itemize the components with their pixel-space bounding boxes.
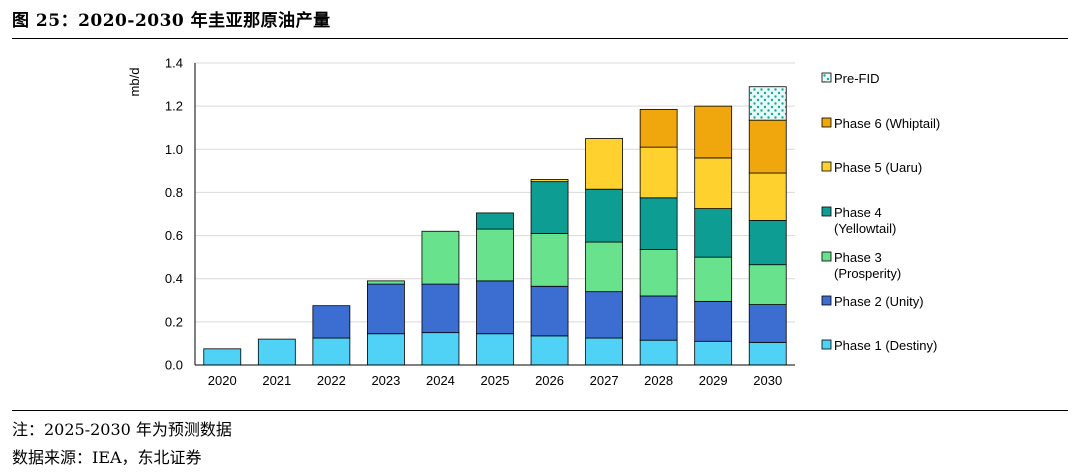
bar-stack-layer [203, 86, 787, 366]
y-tick-labels: 0.0 0.2 0.4 0.6 0.8 1.0 1.2 1.4 [165, 56, 183, 373]
legend-label: Phase 3 [834, 250, 882, 265]
legend-label: Phase 4 [834, 205, 882, 220]
bar-2028-series-1 [639, 339, 678, 366]
bar-2029-series-2 [694, 300, 733, 342]
x-tick-label: 2029 [699, 373, 728, 388]
legend-label: Phase 5 (Uaru) [834, 160, 922, 175]
x-tick-labels: 2020 2021 2022 2023 2024 2025 2026 2027 2028 2029… [208, 373, 782, 388]
production-chart: mb/d 0.00.20.40.60.81.01.21.4 2020 2021 20… [127, 56, 940, 389]
legend-swatch-7 [821, 72, 832, 83]
bar-2027-series-3 [585, 241, 623, 293]
x-tick-label: 2025 [481, 373, 510, 388]
bar-2027-series-1 [585, 337, 623, 366]
bar-2023-series-2 [367, 283, 405, 335]
forecast-note: 注：2025-2030 年为预测数据 [12, 420, 232, 439]
y-tick-label: 0.4 [165, 271, 183, 286]
legend-label: (Yellowtail) [834, 221, 896, 236]
bar-2026-series-3 [530, 233, 569, 287]
legend-label: Phase 6 (Whiptail) [834, 116, 940, 131]
bar-2028-series-3 [639, 249, 678, 297]
bar-2021-series-1 [257, 338, 296, 366]
x-tick-label: 2023 [371, 373, 400, 388]
bar-2022-series-1 [312, 337, 351, 366]
page-title: 图 25：2020-2030 年圭亚那原油产量 [12, 11, 331, 31]
bar-2028-series-5 [639, 146, 678, 199]
x-tick-label: 2026 [535, 373, 564, 388]
axes [194, 63, 795, 366]
bar-2030-series-3 [748, 264, 787, 306]
y-tick-label: 1.2 [165, 99, 183, 114]
bar-2029-series-4 [694, 208, 733, 258]
legend-label: Phase 1 (Destiny) [834, 338, 937, 353]
bar-2026-series-2 [530, 285, 569, 337]
x-tick-label: 2027 [590, 373, 619, 388]
bar-2028-series-2 [639, 295, 678, 341]
y-tick-label: 1.0 [165, 142, 183, 157]
legend-label: Pre-FID [834, 71, 880, 86]
bar-2023-series-1 [367, 333, 405, 366]
x-tick-label: 2020 [208, 373, 237, 388]
x-tick-label: 2022 [317, 373, 346, 388]
bar-2027-series-4 [585, 188, 623, 243]
bar-2027-series-5 [585, 138, 623, 190]
legend-swatch-4 [821, 206, 832, 217]
y-axis-label: mb/d [127, 68, 142, 97]
bar-2024-series-2 [421, 283, 460, 334]
bar-2030-series-4 [748, 220, 787, 266]
bar-2025-series-2 [476, 280, 514, 335]
bar-2024-series-3 [421, 230, 460, 285]
y-tick-label: 0.6 [165, 228, 183, 243]
bar-2026-series-1 [530, 335, 569, 366]
x-tick-label: 2024 [426, 373, 455, 388]
y-tick-label: 0.2 [165, 314, 183, 329]
y-tick-label: 1.4 [165, 56, 183, 71]
data-source: 数据来源：IEA，东北证券 [12, 448, 202, 467]
bar-2030-series-5 [748, 172, 787, 221]
bar-2026-series-4 [530, 181, 569, 234]
legend-label: Phase 2 (Unity) [834, 294, 924, 309]
bar-2030-series-6 [748, 119, 787, 174]
title-divider [12, 38, 1068, 39]
x-tick-label: 2021 [262, 373, 291, 388]
bar-2025-series-1 [476, 333, 514, 366]
legend: Pre-FID Phase 6 (Whiptail) Phase 5 (Uaru) P… [821, 71, 940, 353]
footer-divider [12, 410, 1068, 411]
bar-2020-series-1 [203, 348, 242, 366]
bar-2029-series-3 [694, 256, 733, 302]
legend-swatch-5 [821, 161, 832, 172]
bar-2022-series-2 [312, 305, 351, 339]
bar-2029-series-6 [694, 105, 733, 159]
legend-swatch-1 [821, 339, 832, 350]
bar-2030-series-7 [748, 86, 787, 121]
y-tick-label: 0.0 [165, 358, 183, 373]
x-tick-label: 2028 [644, 373, 673, 388]
legend-swatch-2 [821, 295, 832, 306]
bar-2028-series-6 [639, 108, 678, 148]
bar-2029-series-5 [694, 157, 733, 210]
bar-2025-series-3 [476, 228, 514, 282]
bar-2023-series-3 [367, 280, 405, 285]
x-tick-label: 2030 [753, 373, 782, 388]
legend-swatch-6 [821, 117, 832, 128]
bar-2027-series-2 [585, 291, 623, 339]
bar-2030-series-2 [748, 304, 787, 343]
bar-2030-series-1 [748, 341, 787, 366]
bar-2024-series-1 [421, 332, 460, 366]
y-tick-label: 0.8 [165, 185, 183, 200]
bar-2025-series-4 [476, 212, 514, 230]
legend-swatch-3 [821, 251, 832, 262]
bar-2029-series-1 [694, 340, 733, 366]
bar-2028-series-4 [639, 197, 678, 250]
legend-label: (Prosperity) [834, 266, 901, 281]
bar-2026-series-5 [530, 179, 569, 183]
